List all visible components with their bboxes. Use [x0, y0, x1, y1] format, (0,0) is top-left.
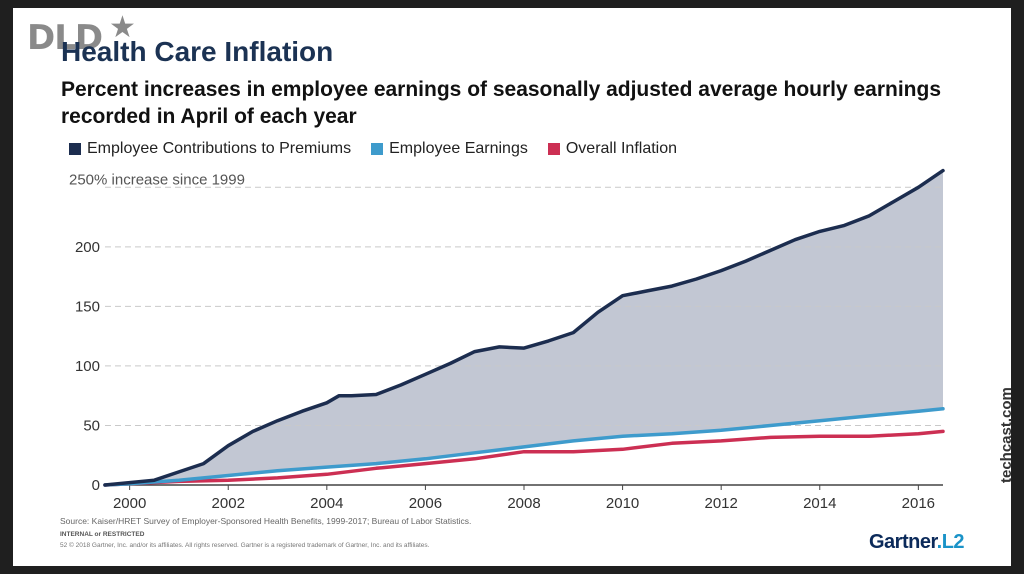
x-tick-label-2010: 2010 — [606, 495, 639, 512]
premium-gap-area — [105, 170, 943, 485]
source-note: Source: Kaiser/HRET Survey of Employer-S… — [60, 516, 472, 526]
legend-item-premiums: Employee Contributions to Premiums — [69, 140, 351, 158]
legend-swatch-earnings — [371, 143, 384, 155]
gartner-logo: Gartner.L2 — [869, 531, 965, 554]
star-icon: ★ — [109, 11, 136, 44]
gartner-l2-suffix: .L2 — [936, 531, 965, 553]
area-chart: 0 50 100 150 200 2000 2002 2004 2006 2008 2010 2012… — [69, 168, 945, 512]
dld-logo: DLD — [27, 18, 103, 58]
y-tick-label-200: 200 — [75, 239, 100, 256]
slide-subtitle: Percent increases in employee earnings o… — [61, 78, 942, 128]
y-tick-label-150: 150 — [75, 298, 100, 315]
x-tick-label-2006: 2006 — [409, 495, 442, 512]
y-tick-label-0: 0 — [92, 477, 100, 494]
legend-swatch-inflation — [547, 143, 560, 155]
gartner-wordmark: Gartner — [869, 531, 937, 553]
series-line-earnings — [103, 407, 945, 487]
x-tick-label-2004: 2004 — [310, 495, 343, 512]
chart-legend: Employee Contributions to Premiums Emplo… — [69, 140, 677, 158]
legend-label-earnings: Employee Earnings — [389, 140, 528, 157]
series-line-inflation — [103, 429, 945, 487]
series-line-premiums — [103, 168, 945, 487]
techcast-watermark: techcast.com — [998, 387, 1011, 483]
x-tick-label-2016: 2016 — [902, 495, 935, 512]
legend-label-premiums: Employee Contributions to Premiums — [87, 140, 352, 157]
y-tick-label-50: 50 — [83, 417, 100, 434]
legend-label-inflation: Overall Inflation — [565, 140, 678, 157]
copyright-note: 52 © 2018 Gartner, Inc. and/or its affil… — [60, 542, 430, 549]
legend-item-inflation: Overall Inflation — [547, 140, 678, 158]
legend-swatch-premiums — [69, 143, 81, 155]
classification-note: INTERNAL or RESTRICTED — [60, 531, 145, 538]
slide: DLD ★ Health Care Inflation Percent incr… — [13, 8, 1011, 566]
y-tick-label-100: 100 — [75, 358, 100, 375]
annotation-250-increase: 250% increase since 1999 — [69, 171, 245, 188]
x-tick-label-2002: 2002 — [212, 495, 245, 512]
slide-title: Health Care Inflation — [61, 36, 334, 67]
x-tick-label-2000: 2000 — [113, 495, 146, 512]
legend-item-earnings: Employee Earnings — [371, 140, 528, 158]
x-tick-label-2008: 2008 — [507, 495, 540, 512]
x-tick-label-2014: 2014 — [803, 495, 836, 512]
x-tick-label-2012: 2012 — [704, 495, 737, 512]
